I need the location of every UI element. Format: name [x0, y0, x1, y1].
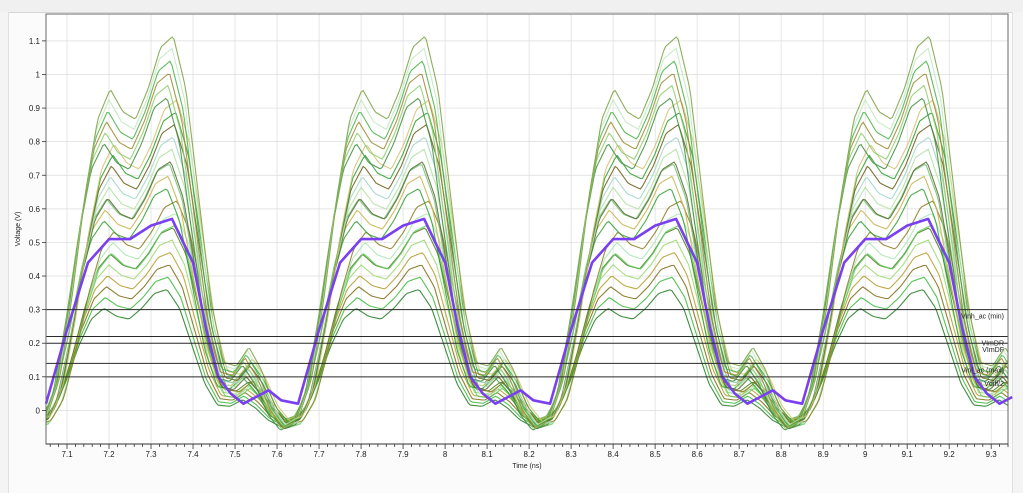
y-axis-title: Voltage (V) — [15, 212, 22, 247]
x-tick-label: 7.7 — [313, 450, 325, 459]
x-tick-label: 7.4 — [187, 450, 199, 459]
x-tick-label: 7.8 — [356, 450, 368, 459]
x-tick-label: 9.2 — [944, 450, 956, 459]
reference-line-label: Vinl_ac (max) — [961, 367, 1004, 374]
x-tick-label: 8.1 — [482, 450, 494, 459]
x-tick-label: 9.1 — [902, 450, 914, 459]
y-tick-label: 0.7 — [29, 171, 41, 180]
x-tick-label: 9.3 — [986, 450, 998, 459]
y-tick-label: 0.4 — [29, 272, 41, 281]
x-tick-label: 7.1 — [61, 450, 73, 459]
y-tick-label: 0.8 — [29, 138, 41, 147]
y-tick-label: 1.1 — [29, 37, 41, 46]
x-axis: 7.1 7.2 7.3 7.4 7.5 7.6 7.7 7.8 7.9 8 8.1 8.2 8.3 8.4… — [46, 443, 1009, 459]
y-tick-label: 0.1 — [29, 373, 41, 382]
plot-area — [46, 14, 1008, 444]
y-tick-label: 0.5 — [29, 238, 41, 247]
reference-line-label: VImDF — [982, 347, 1004, 354]
x-axis-title: Time (ns) — [512, 463, 541, 470]
x-tick-label: 7.6 — [271, 450, 283, 459]
reference-line-label: Vdiff/2 — [984, 381, 1004, 388]
x-tick-label: 8.3 — [566, 450, 578, 459]
x-tick-label: 8.9 — [818, 450, 830, 459]
right-scroll-edge[interactable] — [1012, 12, 1023, 493]
x-tick-label: 8 — [443, 450, 448, 459]
y-tick-label: 1 — [36, 70, 41, 79]
waveform-line — [45, 276, 1009, 426]
x-tick-label: 7.2 — [103, 450, 115, 459]
x-tick-label: 7.9 — [398, 450, 410, 459]
x-tick-label: 8.5 — [650, 450, 662, 459]
x-tick-label: 8.8 — [776, 450, 788, 459]
y-tick-label: 0.3 — [29, 306, 41, 315]
y-tick-label: 0.9 — [29, 104, 41, 113]
x-tick-label: 7.5 — [229, 450, 241, 459]
highlight-series — [44, 217, 1013, 405]
x-tick-label: 8.6 — [692, 450, 704, 459]
reference-line-label: VImDR — [981, 341, 1004, 348]
reference-line-label: Vinh_ac (min) — [961, 314, 1004, 321]
y-tick-label: 0 — [36, 406, 41, 415]
x-tick-label: 7.3 — [145, 450, 157, 459]
left-panel-edge — [0, 12, 9, 493]
y-axis: 0 0.1 0.2 0.3 0.4 0.5 0.6 0.7 0.8 0.9 1 1.1 — [29, 37, 46, 415]
y-tick-label: 0.6 — [29, 205, 41, 214]
x-tick-label: 9 — [863, 450, 868, 459]
x-tick-label: 8.4 — [608, 450, 620, 459]
window-top-bar — [0, 0, 1023, 13]
x-tick-label: 8.7 — [734, 450, 746, 459]
highlight-waveform-line — [44, 217, 1013, 405]
waveform-line — [45, 188, 1009, 424]
y-tick-label: 0.2 — [29, 339, 41, 348]
x-tick-label: 8.2 — [524, 450, 536, 459]
waveform-line — [45, 36, 1009, 424]
